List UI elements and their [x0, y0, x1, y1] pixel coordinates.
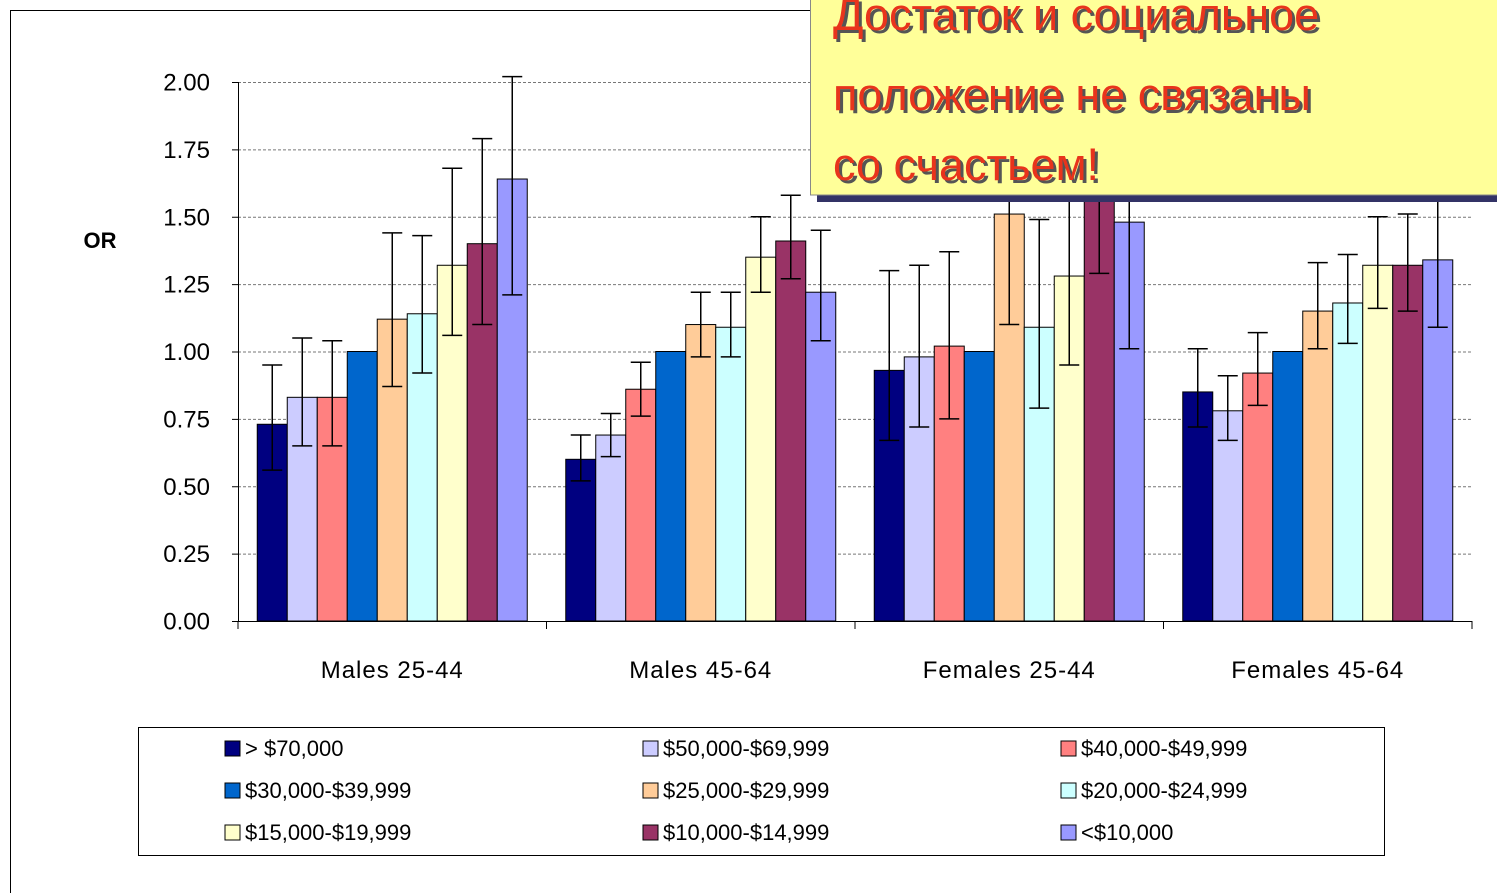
bar [286, 396, 318, 621]
error-bar [600, 412, 621, 458]
error-bar [442, 167, 463, 337]
legend-label: $50,000-$69,999 [663, 736, 829, 761]
legend-swatch [1060, 782, 1077, 799]
error-bar [262, 364, 283, 471]
bar [1212, 410, 1244, 621]
bar [1362, 264, 1394, 621]
legend-swatch [1060, 824, 1077, 841]
bar [565, 458, 597, 621]
error-bar [1337, 253, 1358, 345]
error-bar [630, 361, 651, 417]
error-bar [780, 194, 801, 280]
x-tick-label: Males 45-64 [629, 657, 772, 684]
bar [595, 434, 627, 621]
bar [775, 240, 807, 621]
bar [346, 351, 378, 621]
y-tick-label: 1.75 [163, 137, 210, 164]
error-bar [909, 264, 930, 428]
bar [625, 388, 657, 621]
legend-label: $10,000-$14,999 [663, 820, 829, 845]
y-axis-label: OR [84, 228, 117, 253]
legend-label: $40,000-$49,999 [1081, 736, 1247, 761]
legend-items: > $70,000 $50,000-$69,999 $40,000-$49,999 $… [224, 736, 1247, 845]
bar [715, 326, 747, 621]
error-bar [810, 229, 831, 342]
bar [745, 256, 777, 621]
callout: Достаток и социальное положение не связа… [810, 0, 1497, 202]
legend-swatch [224, 740, 241, 757]
error-bar [750, 216, 771, 293]
bar [963, 351, 995, 621]
error-bar [720, 291, 741, 358]
legend-label: $30,000-$39,999 [245, 778, 411, 803]
y-tick-label: 2.00 [163, 70, 210, 97]
error-bar [292, 337, 313, 447]
plot-area: 0.00 0.25 0.50 0.75 1.00 1.25 1.50 1.75 2.00 Male… [163, 70, 1473, 684]
y-tick-label: 0.25 [163, 541, 210, 568]
error-bar [412, 234, 433, 374]
legend-swatch [642, 740, 659, 757]
error-bar [1029, 218, 1050, 409]
bar [685, 324, 717, 621]
y-tick-label: 1.50 [163, 204, 210, 231]
callout-text: со счастьем! [833, 139, 1099, 190]
callout-text: Достаток и социальное [833, 0, 1319, 40]
x-tick-label: Males 25-44 [321, 657, 464, 684]
error-bar [1187, 348, 1208, 428]
bar [805, 291, 837, 621]
legend-label: > $70,000 [245, 736, 343, 761]
y-tick-label: 0.00 [163, 609, 210, 636]
legend-swatch [224, 824, 241, 841]
error-bar [1217, 375, 1238, 442]
legend-swatch [224, 782, 241, 799]
bar [1392, 264, 1424, 621]
error-bar [1397, 213, 1418, 312]
legend [138, 727, 1385, 856]
bar [655, 351, 687, 621]
legend-label: $25,000-$29,999 [663, 778, 829, 803]
error-bar [382, 232, 403, 388]
x-tick-label: Females 25-44 [923, 657, 1096, 684]
error-bar [322, 339, 343, 447]
x-tick-label: Females 45-64 [1231, 657, 1404, 684]
legend-swatch [642, 824, 659, 841]
legend-swatch [1060, 740, 1077, 757]
error-bar [690, 291, 711, 358]
callout-text: положение не связаны [833, 69, 1311, 120]
y-tick-label: 0.50 [163, 474, 210, 501]
y-tick-label: 1.25 [163, 272, 210, 299]
error-bar [472, 137, 493, 326]
y-tick-label: 1.00 [163, 339, 210, 366]
legend-label: $15,000-$19,999 [245, 820, 411, 845]
legend-label: <$10,000 [1081, 820, 1173, 845]
bar [1272, 351, 1304, 621]
error-bar [879, 269, 900, 442]
bar [1332, 302, 1364, 621]
bar [1302, 310, 1334, 621]
error-bar [1307, 261, 1328, 350]
legend-label: $20,000-$24,999 [1081, 778, 1247, 803]
bar [1242, 372, 1274, 621]
error-bar [939, 251, 960, 420]
y-tick-label: 0.75 [163, 406, 210, 433]
error-bar [1367, 216, 1388, 310]
callout-box [810, 0, 1497, 196]
error-bar [570, 434, 591, 482]
error-bars [262, 75, 1448, 482]
legend-swatch [642, 782, 659, 799]
error-bar [502, 75, 523, 296]
error-bar [1247, 331, 1268, 407]
